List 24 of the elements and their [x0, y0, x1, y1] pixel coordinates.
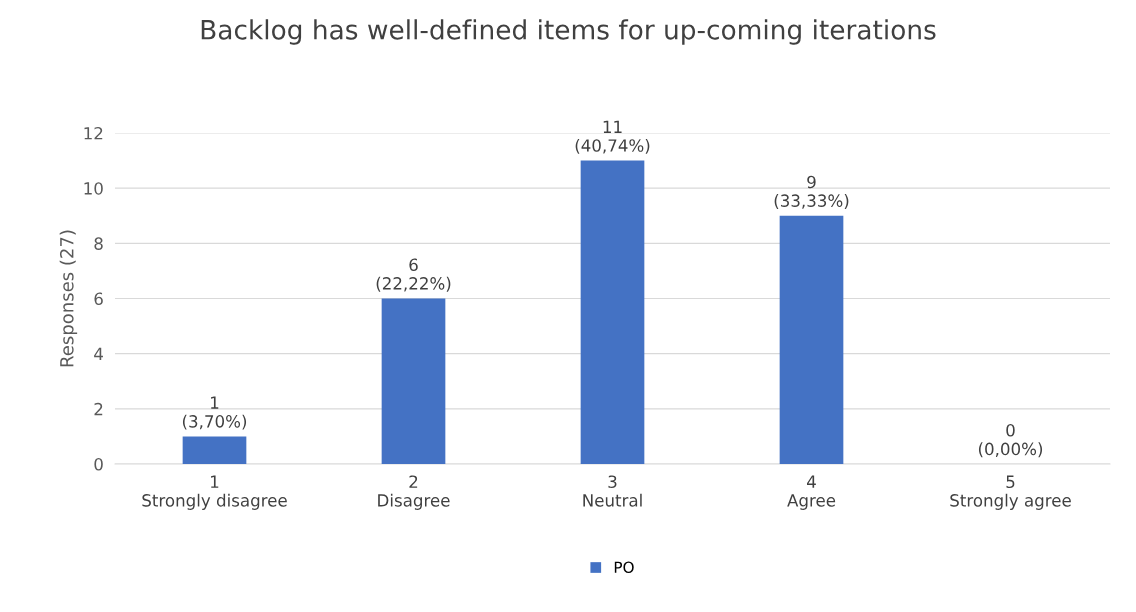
x-tick-label: 5 Strongly agree	[950, 475, 1071, 510]
bar	[580, 160, 645, 464]
text: 11 (40,74%)	[575, 120, 650, 154]
bar	[779, 215, 844, 464]
text: 9 (33,33%)	[774, 175, 849, 209]
x-tick-label: 3 Neutral	[583, 475, 642, 507]
x-tick-label: 4 Agree	[787, 475, 836, 510]
legend-label: PO	[614, 561, 634, 574]
text: 0 (0,00%)	[978, 423, 1043, 458]
chart-title: Backlog has well-defined items for up-coming iterations	[201, 19, 936, 45]
y-tick-label: 2	[94, 402, 103, 416]
bar	[381, 298, 446, 464]
bar	[182, 436, 247, 464]
x-tick-label: 2 Disagree	[378, 475, 450, 510]
x-tick-label: 1 Strongly disagree	[142, 475, 287, 510]
y-tick-label: 6	[94, 292, 103, 306]
y-tick-label: 4	[94, 347, 103, 360]
y-tick-label: 12	[84, 126, 103, 140]
text: 1 (3,70%)	[182, 396, 247, 430]
y-tick-label: 8	[94, 237, 103, 250]
text: 6 (22,22%)	[376, 258, 451, 292]
y-tick-label: 10	[84, 182, 103, 195]
y-tick-label: 0	[94, 457, 103, 471]
y-axis-title: Responses (27)	[59, 230, 78, 367]
